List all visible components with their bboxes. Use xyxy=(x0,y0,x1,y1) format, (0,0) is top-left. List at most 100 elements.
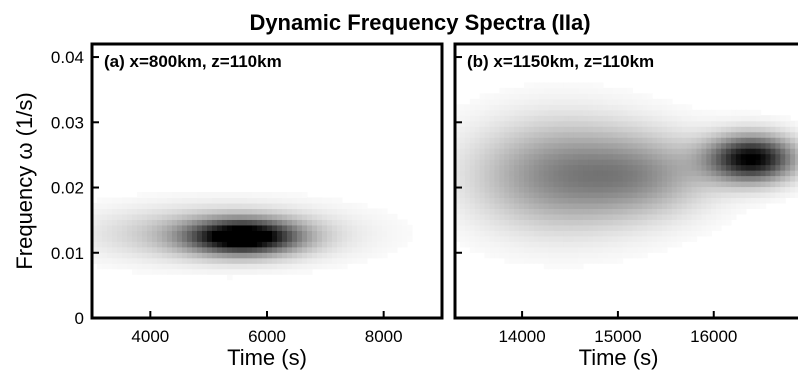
heatmap-cell xyxy=(232,224,238,231)
heatmap-cell xyxy=(750,181,757,188)
heatmap-cell xyxy=(681,213,688,220)
heatmap-cell xyxy=(172,219,178,226)
heatmap-cell xyxy=(509,115,515,122)
heatmap-cell xyxy=(573,142,579,149)
heatmap-cell xyxy=(612,186,619,193)
heatmap-cell xyxy=(499,213,505,220)
heatmap-cell xyxy=(107,252,113,259)
heatmap-cell xyxy=(212,208,218,215)
heatmap-cell xyxy=(701,164,707,171)
heatmap-cell xyxy=(775,120,781,127)
heatmap-cell xyxy=(262,230,268,237)
heatmap-cell xyxy=(726,126,732,133)
heatmap-cell xyxy=(578,181,584,188)
heatmap-cell xyxy=(272,246,278,253)
heatmap-cell xyxy=(735,126,742,133)
heatmap-cell xyxy=(538,82,545,89)
heatmap-cell xyxy=(602,191,609,199)
heatmap-cell xyxy=(222,208,228,215)
heatmap-cell xyxy=(568,202,574,209)
heatmap-cell xyxy=(227,202,233,209)
heatmap-cell xyxy=(107,230,113,237)
heatmap-cell xyxy=(760,120,767,127)
heatmap-cell xyxy=(627,153,634,160)
heatmap-cell xyxy=(726,131,732,138)
heatmap-cell xyxy=(377,241,383,248)
heatmap-cell xyxy=(583,87,589,94)
heatmap-cell xyxy=(602,257,609,264)
heatmap-cell xyxy=(484,213,491,220)
heatmap-cell xyxy=(588,115,594,122)
heatmap-cell xyxy=(681,170,688,177)
heatmap-cell xyxy=(760,164,767,171)
heatmap-cell xyxy=(597,230,604,237)
heatmap-cell xyxy=(686,186,693,193)
heatmap-cell xyxy=(627,213,634,220)
heatmap-cell xyxy=(272,213,278,220)
heatmap-cell xyxy=(474,104,481,111)
heatmap-cell xyxy=(372,241,378,248)
heatmap-cell xyxy=(362,230,368,237)
heatmap-cell xyxy=(726,186,732,193)
heatmap-cell xyxy=(504,109,510,116)
heatmap-cell xyxy=(524,213,530,220)
heatmap-cell xyxy=(464,159,471,166)
heatmap-cell xyxy=(102,263,108,270)
heatmap-cell xyxy=(568,191,574,199)
heatmap-cell xyxy=(652,148,658,155)
heatmap-cell xyxy=(597,153,604,160)
heatmap-cell xyxy=(573,257,579,264)
heatmap-cell xyxy=(583,191,589,199)
heatmap-cell xyxy=(597,213,604,220)
heatmap-cell xyxy=(157,246,163,253)
heatmap-cell xyxy=(652,131,658,138)
heatmap-cell xyxy=(499,93,505,100)
heatmap-cell xyxy=(543,197,550,204)
heatmap-cell xyxy=(459,164,466,171)
heatmap-cell xyxy=(632,213,638,220)
heatmap-cell xyxy=(691,230,698,237)
heatmap-cell xyxy=(745,202,752,209)
heatmap-cell xyxy=(593,230,599,237)
heatmap-cell xyxy=(548,213,555,220)
heatmap-cell xyxy=(711,213,717,220)
heatmap-cell xyxy=(770,120,776,127)
heatmap-cell xyxy=(489,186,496,193)
heatmap-cell xyxy=(662,159,668,166)
heatmap-cell xyxy=(578,224,584,231)
heatmap-cell xyxy=(538,120,545,127)
heatmap-cell xyxy=(795,175,798,182)
heatmap-cell xyxy=(97,224,103,231)
heatmap-cell xyxy=(691,175,698,182)
heatmap-cell xyxy=(524,252,530,259)
heatmap-cell xyxy=(252,268,258,275)
heatmap-cell xyxy=(755,202,762,209)
heatmap-cell xyxy=(192,263,198,270)
heatmap-cell xyxy=(681,208,688,215)
heatmap-cell xyxy=(455,115,461,122)
heatmap-cell xyxy=(588,257,594,264)
heatmap-cell xyxy=(543,263,550,270)
heatmap-cell xyxy=(117,224,123,231)
heatmap-cell xyxy=(459,186,466,193)
heatmap-cell xyxy=(593,115,599,122)
heatmap-cell xyxy=(671,148,678,155)
heatmap-cell xyxy=(642,230,648,237)
heatmap-cell xyxy=(716,208,722,215)
heatmap-cell xyxy=(652,186,658,193)
heatmap-cell xyxy=(247,219,253,226)
heatmap-cell xyxy=(553,93,560,100)
heatmap-cell xyxy=(627,181,634,188)
heatmap-cell xyxy=(514,230,520,237)
heatmap-cell xyxy=(731,164,737,171)
heatmap-cell xyxy=(362,246,368,253)
heatmap-cell xyxy=(548,148,555,155)
heatmap-cell xyxy=(765,164,772,171)
heatmap-cell xyxy=(735,202,742,209)
heatmap-cell xyxy=(568,142,574,149)
heatmap-cell xyxy=(612,148,619,155)
heatmap-cell xyxy=(563,186,569,193)
heatmap-cell xyxy=(464,148,471,155)
heatmap-cell xyxy=(765,137,772,144)
